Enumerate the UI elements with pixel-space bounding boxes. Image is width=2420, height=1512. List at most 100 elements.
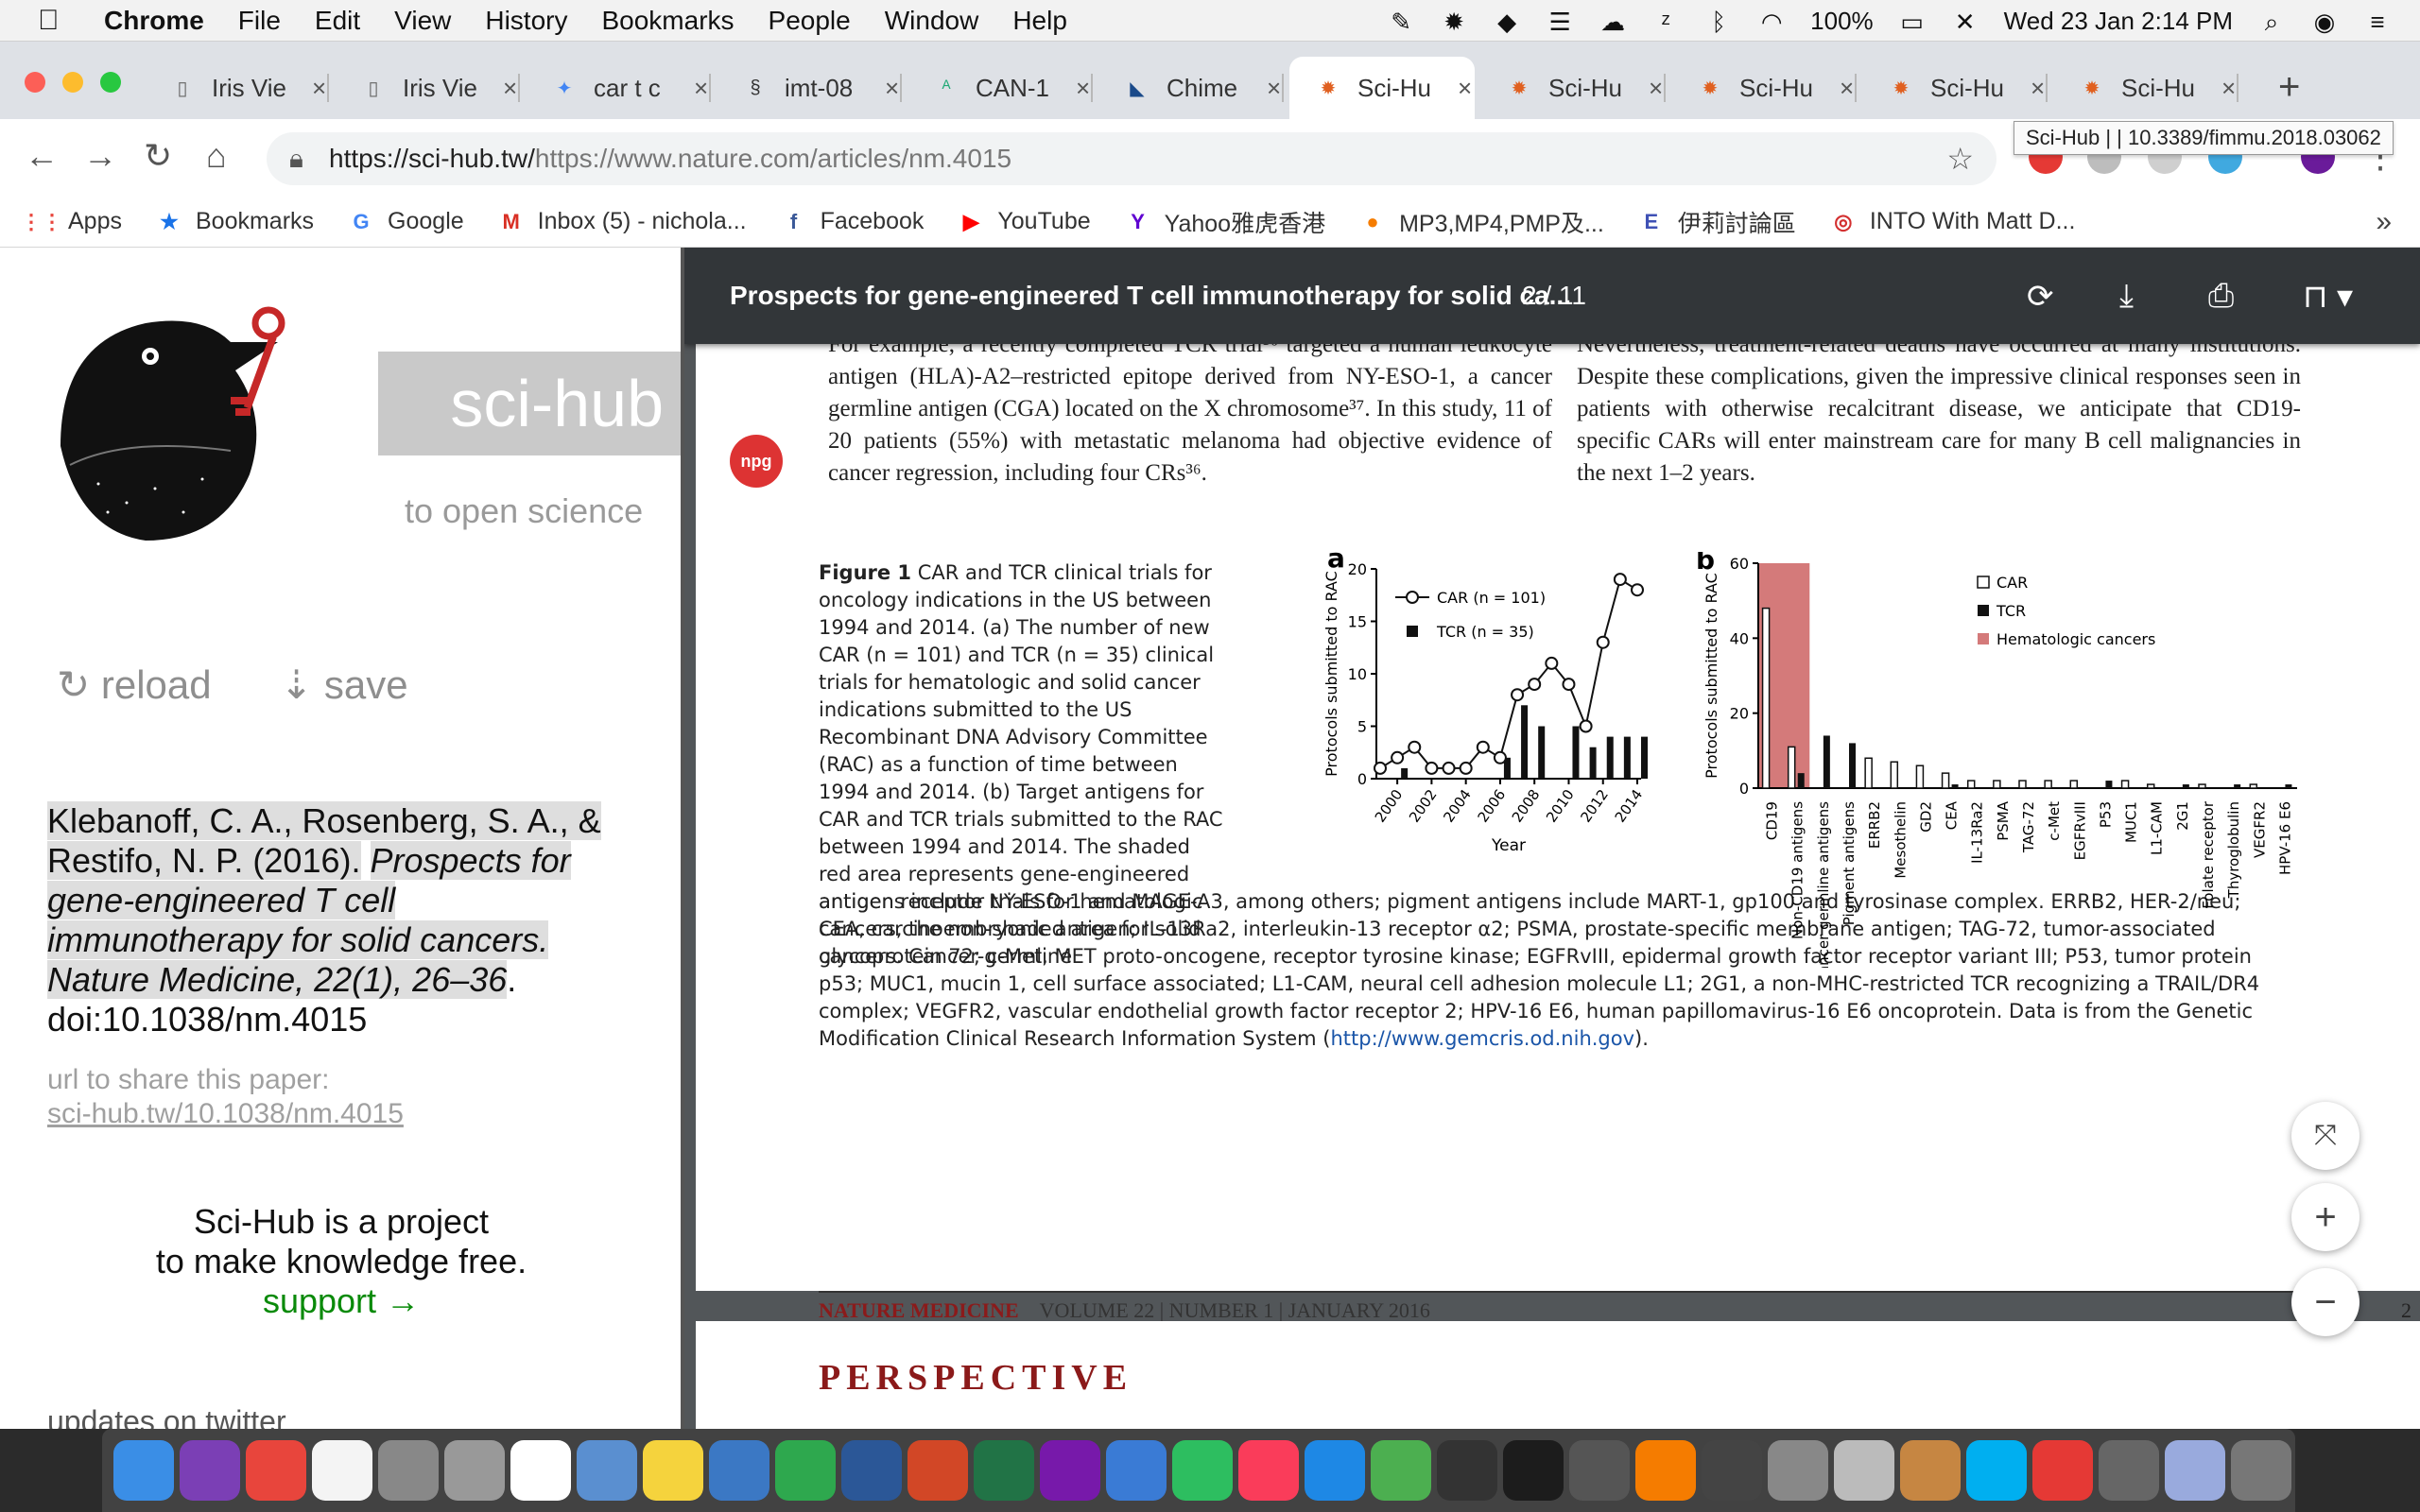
dock-app-keynote-icon[interactable] [709, 1440, 769, 1501]
dock-app-prism-icon[interactable] [1569, 1440, 1630, 1501]
close-tab-icon[interactable]: × [1840, 73, 1855, 102]
address-bar[interactable]: 🔒︎ https://sci-hub.tw/https://www.nature… [267, 132, 1996, 185]
reload-icon[interactable]: ↻ [144, 136, 173, 175]
fit-to-page-button[interactable]: ⤧ [2291, 1102, 2360, 1170]
bug-icon[interactable]: ✹ [1443, 8, 1465, 36]
twitter-link[interactable]: updates on twitter [47, 1404, 286, 1429]
dock-app-trash-icon[interactable] [2231, 1440, 2291, 1501]
dock-app-scrobbles-icon[interactable] [1834, 1440, 1894, 1501]
dock-app-siri-icon[interactable] [180, 1440, 240, 1501]
bookmark-item[interactable]: ▶ YouTube [958, 208, 1091, 235]
menu-file[interactable]: File [237, 5, 281, 35]
bookmark-item[interactable]: M Inbox (5) - nichola... [498, 208, 746, 235]
tab-5[interactable]: ◣ Chime × [1098, 57, 1284, 119]
tab-7[interactable]: ✹ Sci-Hu × [1480, 57, 1666, 119]
dock-app-photos-icon[interactable] [2165, 1440, 2225, 1501]
close-tab-icon[interactable]: × [694, 73, 709, 102]
dock-app-launchpad-icon[interactable] [444, 1440, 505, 1501]
spotlight-search-icon[interactable]: ⌕ [2264, 8, 2279, 36]
dock-app-vlc-icon[interactable] [1635, 1440, 1696, 1501]
tab-9[interactable]: ✹ Sci-Hu × [1862, 57, 2048, 119]
close-tab-icon[interactable]: × [1458, 73, 1473, 102]
dock-app-preview2-icon[interactable] [1768, 1440, 1828, 1501]
dock-app-calendar-icon[interactable] [510, 1440, 571, 1501]
new-tab-button[interactable]: + [2278, 66, 2301, 108]
page-indicator[interactable]: 2 / 11 [1522, 281, 1586, 310]
close-tab-icon[interactable]: × [503, 73, 518, 102]
tab-8[interactable]: ✹ Sci-Hu × [1671, 57, 1857, 119]
bluetooth-icon[interactable]: ᛒ [1711, 8, 1726, 36]
bookmark-dropdown-icon[interactable]: ⊓ ▾ [2303, 279, 2354, 315]
menu-history[interactable]: History [485, 5, 568, 35]
rotate-icon[interactable]: ⟳ [2027, 279, 2054, 315]
bookmark-star-icon[interactable]: ☆ [1946, 142, 1974, 176]
zoom-in-button[interactable]: + [2291, 1183, 2360, 1251]
dock-app-popcorn-icon[interactable] [2032, 1440, 2093, 1501]
pen-icon[interactable]: ✎ [1391, 8, 1412, 36]
home-icon[interactable]: ⌂ [206, 136, 227, 175]
tab-10[interactable]: ✹ Sci-Hu × [2053, 57, 2238, 119]
save-button[interactable]: ⇣ save [280, 662, 408, 708]
reload-button[interactable]: ↻ reload [57, 662, 212, 708]
dock-app-chrome-icon[interactable] [246, 1440, 306, 1501]
dock-app-texmaker-icon[interactable] [2099, 1440, 2159, 1501]
bookmark-item[interactable]: Y Yahoo雅虎香港 [1125, 205, 1325, 239]
download-icon[interactable]: ⤓ [2119, 278, 2135, 314]
close-tab-icon[interactable]: × [885, 73, 900, 102]
bookmark-item[interactable]: f Facebook [781, 208, 924, 235]
close-tab-icon[interactable]: × [312, 73, 327, 102]
menu-bookmarks[interactable]: Bookmarks [601, 5, 735, 35]
forward-button[interactable]: → [83, 136, 117, 175]
panel-divider[interactable] [681, 248, 684, 1429]
bookmark-item[interactable]: ★ Bookmarks [156, 208, 314, 235]
tab-6[interactable]: ✹ Sci-Hu × [1289, 57, 1475, 119]
close-tab-icon[interactable]: × [2031, 73, 2046, 102]
wifi-icon[interactable]: ◠ [1760, 8, 1783, 36]
zoom-window-button[interactable] [100, 72, 121, 93]
menu-people[interactable]: People [768, 5, 851, 35]
dock-app-numbers-icon[interactable] [775, 1440, 836, 1501]
tab-0[interactable]: ▯ Iris Vie × [144, 57, 329, 119]
dock-app-word-icon[interactable] [841, 1440, 902, 1501]
minimize-window-button[interactable] [62, 72, 83, 93]
tab-3[interactable]: § imt-08 × [717, 57, 902, 119]
dock-app-music-icon[interactable] [1238, 1440, 1299, 1501]
back-button[interactable]: ← [25, 136, 59, 175]
close-tab-icon[interactable]: × [1076, 73, 1091, 102]
tab-4[interactable]: ᴬ CAN-1 × [908, 57, 1093, 119]
dock-app-excel-icon[interactable] [974, 1440, 1034, 1501]
battery-percent[interactable]: 100% [1810, 6, 1874, 35]
clock[interactable]: Wed 23 Jan 2:14 PM [2003, 6, 2233, 35]
bookmark-item[interactable]: ● MP3,MP4,PMP及... [1359, 205, 1603, 239]
menu-help[interactable]: Help [1012, 5, 1067, 35]
cloud-upload-icon[interactable]: ☁ [1600, 8, 1626, 36]
dock-app-facetime-icon[interactable] [1371, 1440, 1431, 1501]
support-link[interactable]: support → [262, 1281, 421, 1320]
dock-app-app-store-icon[interactable] [1305, 1440, 1365, 1501]
battery-icon[interactable]: ▭ [1900, 8, 1924, 36]
menu-view[interactable]: View [394, 5, 452, 35]
dock-app-quicktime-icon[interactable] [1503, 1440, 1564, 1501]
share-url-link[interactable]: sci-hub.tw/10.1038/nm.4015 [47, 1098, 404, 1129]
apple-menu-icon[interactable]:  [38, 5, 76, 37]
zoom-out-button[interactable]: − [2291, 1268, 2360, 1336]
notification-center-icon[interactable]: ≡ [2370, 8, 2385, 36]
menu-window[interactable]: Window [884, 5, 979, 35]
dock-app-finder-icon[interactable] [113, 1440, 174, 1501]
gemcris-link[interactable]: http://www.gemcris.od.nih.gov [1330, 1027, 1635, 1050]
bookmark-item[interactable]: G Google [348, 208, 463, 235]
dock-app-calculator-icon[interactable] [378, 1440, 439, 1501]
bookmarks-overflow-icon[interactable]: » [2376, 205, 2392, 237]
bookmark-item[interactable]: ◎ INTO With Matt D... [1830, 208, 2075, 235]
menu-app-chrome[interactable]: Chrome [104, 5, 204, 35]
dock-app-evernote-icon[interactable] [1172, 1440, 1233, 1501]
siri-icon[interactable]: ◉ [2313, 8, 2336, 36]
dock-app-powerpoint-icon[interactable] [908, 1440, 968, 1501]
close-window-button[interactable] [25, 72, 45, 93]
dock-app-sibelius-icon[interactable] [1702, 1440, 1762, 1501]
tab-2[interactable]: ✦ car t c × [526, 57, 711, 119]
bookmark-item[interactable]: ⋮⋮ Apps [21, 208, 122, 235]
tab-1[interactable]: ▯ Iris Vie × [335, 57, 520, 119]
print-icon[interactable]: ⎙ [2208, 278, 2235, 314]
dock-app-stickies-icon[interactable] [643, 1440, 703, 1501]
